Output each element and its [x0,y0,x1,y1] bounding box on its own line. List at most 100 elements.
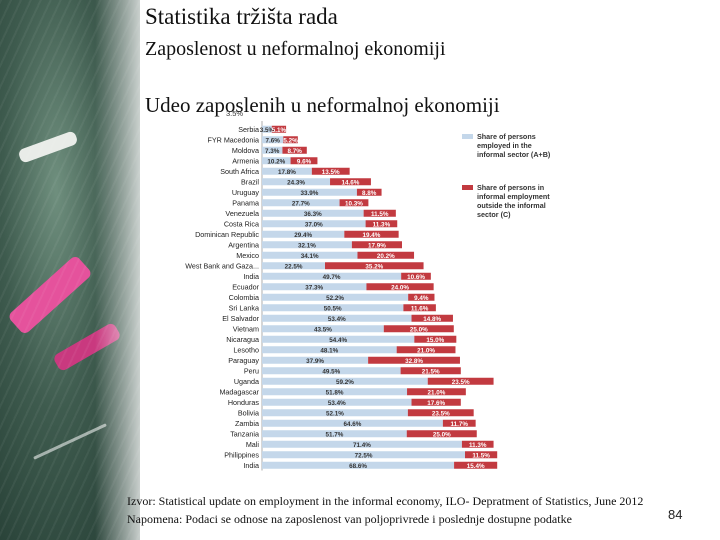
bar-outside-informal-sector [383,325,454,333]
data-label-informal-sector: 17.8% [278,169,296,176]
bar-informal-sector [262,367,401,375]
category-label: Philippines [224,450,259,459]
bar-outside-informal-sector [290,157,318,165]
category-label: Venezuela [225,209,259,218]
source-note: Izvor: Statistical update on employment … [127,494,644,508]
data-label-outside-informal-sector: 15.4% [467,463,485,470]
bar-informal-sector [262,440,462,448]
white-chalk-piece [17,130,79,164]
bar-informal-sector [262,199,340,207]
category-label: Costa Rica [224,219,259,228]
bar-outside-informal-sector [442,419,476,427]
data-label-outside-informal-sector: 11.7% [451,421,469,428]
data-label-outside-informal-sector: 8.7% [287,148,302,155]
data-label-informal-sector: 37.0% [305,221,323,228]
bar-outside-informal-sector [427,377,494,385]
bar-informal-sector [262,388,408,396]
bar-informal-sector [262,325,384,333]
category-label: Colombia [229,293,259,302]
data-label-informal-sector: 7.6% [265,137,280,144]
bar-informal-sector [262,346,397,354]
data-label-informal-sector: 27.7% [292,200,310,207]
data-label-informal-sector: 22.5% [285,263,303,270]
data-label-outside-informal-sector: 25.0% [433,431,451,438]
data-label-informal-sector: 64.6% [344,421,362,428]
data-label-outside-informal-sector: 21.5% [422,368,440,375]
category-label: Ecuador [232,282,259,291]
category-label: Uruguay [232,188,260,197]
category-label: Sri Lanka [229,303,259,312]
bar-informal-sector [262,419,443,427]
bar-outside-informal-sector [454,461,498,469]
data-label-outside-informal-sector: 21.0% [428,389,446,396]
legend-label-outside-informal-sector: Share of persons in informal employment ou… [477,183,550,219]
category-label: Serbia [238,125,259,134]
bar-informal-sector [262,220,366,228]
data-label-informal-sector: 48.1% [320,347,338,354]
bar-outside-informal-sector [271,125,287,133]
category-label: West Bank and Gaza... [185,261,259,270]
bar-outside-informal-sector [282,146,307,154]
data-label-informal-sector: 32.1% [298,242,316,249]
bar-informal-sector [262,272,402,280]
bar-informal-sector [262,262,325,270]
footnote: Napomena: Podaci se odnose na zaposlenos… [127,512,572,526]
data-label-outside-informal-sector: 8.8% [362,190,377,197]
bar-outside-informal-sector [408,293,435,301]
data-label-outside-informal-sector: 20.2% [377,253,395,260]
legend-swatch-informal-sector [462,134,473,139]
bar-informal-sector [262,283,367,291]
bar-outside-informal-sector [403,304,436,312]
data-label-informal-sector: 53.4% [328,400,346,407]
data-label-outside-informal-sector: 11.3% [469,442,487,449]
category-label: Armenia [232,156,259,165]
bar-informal-sector [262,146,283,154]
category-label: South Africa [220,167,259,176]
data-label-outside-informal-sector: 9.4% [414,295,429,302]
category-label: Argentina [228,240,259,249]
bar-outside-informal-sector [414,335,457,343]
data-label-informal-sector: 49.7% [323,274,341,281]
informal-employment-chart: 3.5%Serbia 3.5%5.1%FYR Macedonia 7.6% 5.2%M… [185,109,551,471]
category-label: Honduras [228,398,260,407]
category-label: Paraguay [228,356,259,365]
category-label: Tanzania [230,429,259,438]
bar-informal-sector [262,230,345,238]
data-label-informal-sector: 49.5% [322,368,340,375]
bar-informal-sector [262,430,407,438]
data-label-outside-informal-sector: 11.5% [472,452,490,459]
data-label-informal-sector: 37.3% [305,284,323,291]
data-label-informal-sector: 3.5% [260,127,275,134]
data-label-outside-informal-sector: 24.0% [391,284,409,291]
data-label-informal-sector: 24.3% [287,179,305,186]
bar-informal-sector [262,335,415,343]
data-label-informal-sector: 33.9% [301,190,319,197]
chart-heading: Udeo zaposlenih u neformalnoj ekonomiji [145,93,500,117]
category-label: Dominican Republic [195,230,259,239]
data-label-informal-sector: 10.2% [267,158,285,165]
bar-informal-sector [262,377,428,385]
data-label-informal-sector: 72.5% [355,452,373,459]
bar-informal-sector [262,461,455,469]
data-label-informal-sector: 50.5% [324,305,342,312]
chart-top-label: 3.5% [226,109,243,118]
bar-outside-informal-sector [407,388,466,396]
bar-informal-sector [262,167,312,175]
bar-outside-informal-sector [368,356,460,364]
bar-informal-sector [262,451,465,459]
data-label-outside-informal-sector: 10.6% [407,274,425,281]
data-label-outside-informal-sector: 19.4% [363,232,381,239]
bar-informal-sector [262,398,412,406]
bar-outside-informal-sector [411,314,453,322]
pink-chalk-piece [7,254,93,336]
data-label-informal-sector: 54.4% [329,337,347,344]
data-label-outside-informal-sector: 10.3% [345,200,363,207]
bar-informal-sector [262,125,272,133]
category-label: Mali [246,440,260,449]
category-label: FYR Macedonia [207,135,259,144]
category-label: El Salvador [222,314,259,323]
data-label-informal-sector: 51.8% [326,389,344,396]
bar-informal-sector [262,409,408,417]
data-label-outside-informal-sector: 17.6% [427,400,445,407]
bar-outside-informal-sector [356,188,382,196]
